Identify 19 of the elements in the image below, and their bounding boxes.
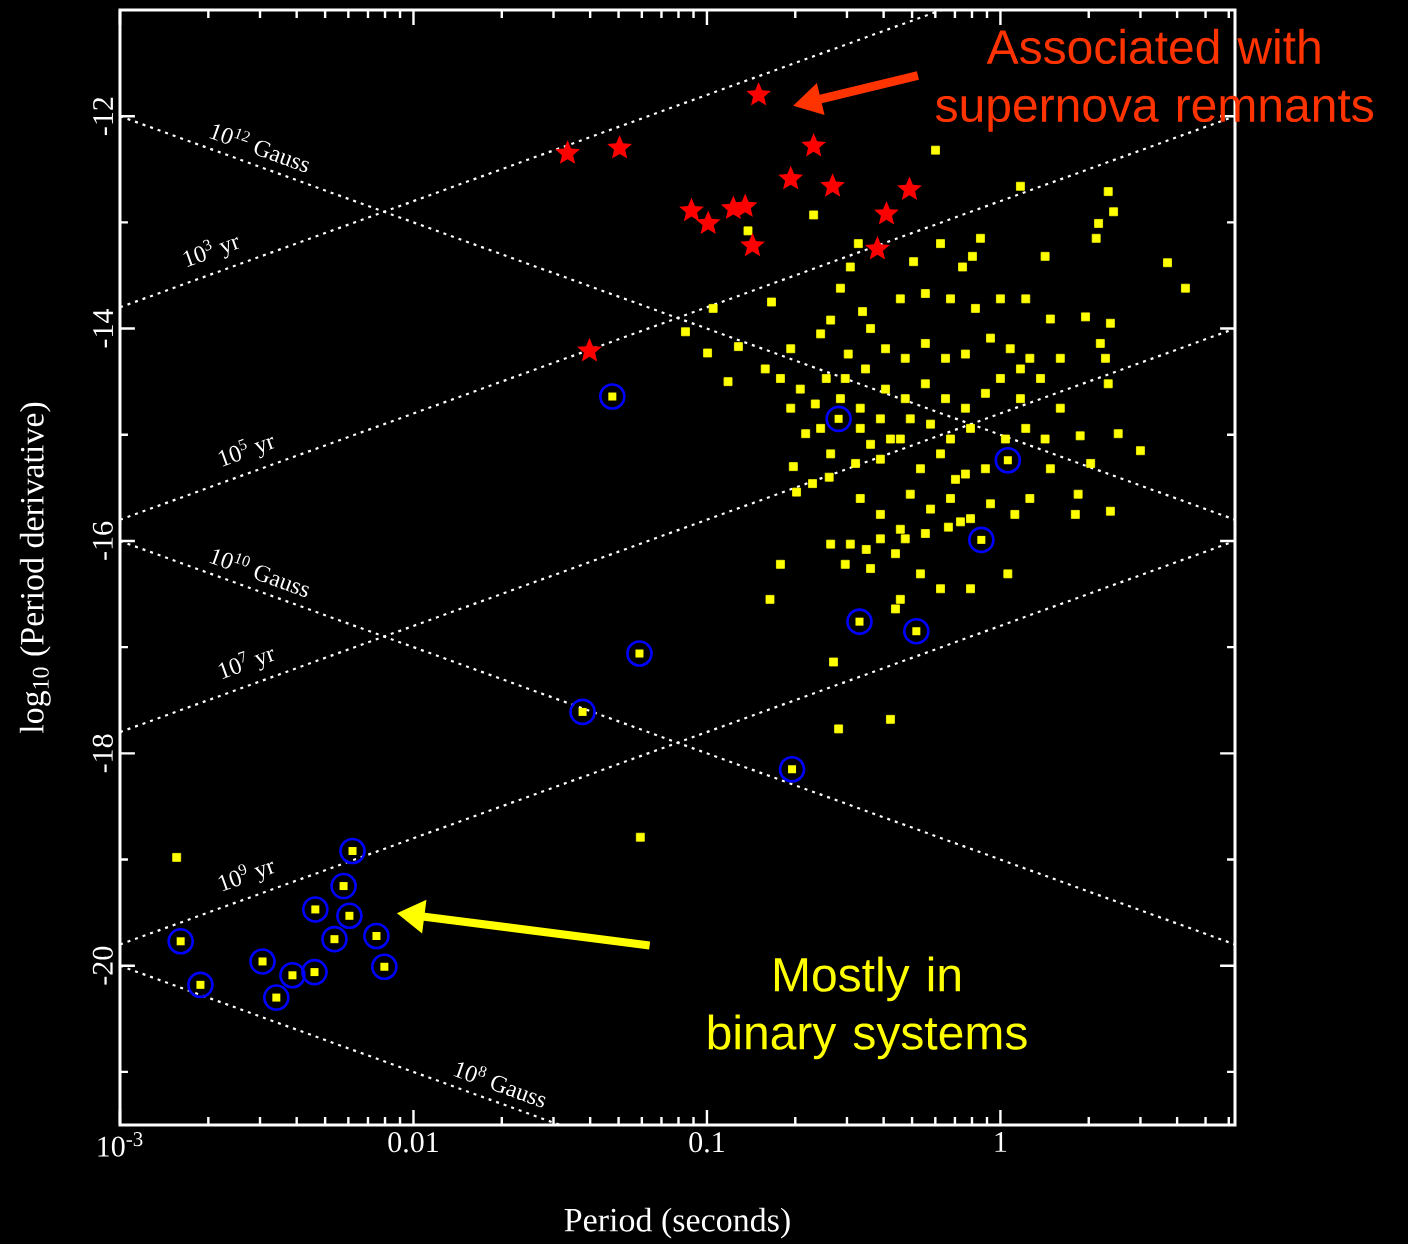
y-tick-label: -18 — [92, 734, 113, 773]
annotation: Mostly in binary systems — [708, 956, 1027, 1060]
text: 10$^{10}$ Gauss — [209, 549, 310, 597]
x-axis-title: Period (seconds) — [564, 1207, 790, 1239]
x-tick-label: 1 — [995, 1132, 1007, 1152]
x-tick-label: 0.01 — [388, 1132, 438, 1153]
y-tick-label: -16 — [92, 521, 113, 560]
x-tick-label: 10$^{-3}$ — [98, 1132, 143, 1157]
y-tick-label: -12 — [93, 97, 113, 136]
y-tick-label: -20 — [92, 946, 113, 985]
y-tick-label: -14 — [93, 309, 113, 348]
text: 10$^{12}$ Gauss — [209, 124, 310, 173]
text: 10$^{5}$ yr — [218, 436, 275, 467]
text: 10$^{3}$ yr — [183, 237, 240, 267]
y-axis-title: log$_{10}$ (Period derivative) — [19, 402, 51, 734]
text: 10$^{7}$ yr — [218, 649, 275, 679]
text: 10$^{9}$ yr — [218, 861, 275, 892]
text: 10$^{8}$ Gauss — [453, 1062, 546, 1108]
x-tick-label: 0.1 — [689, 1132, 724, 1153]
